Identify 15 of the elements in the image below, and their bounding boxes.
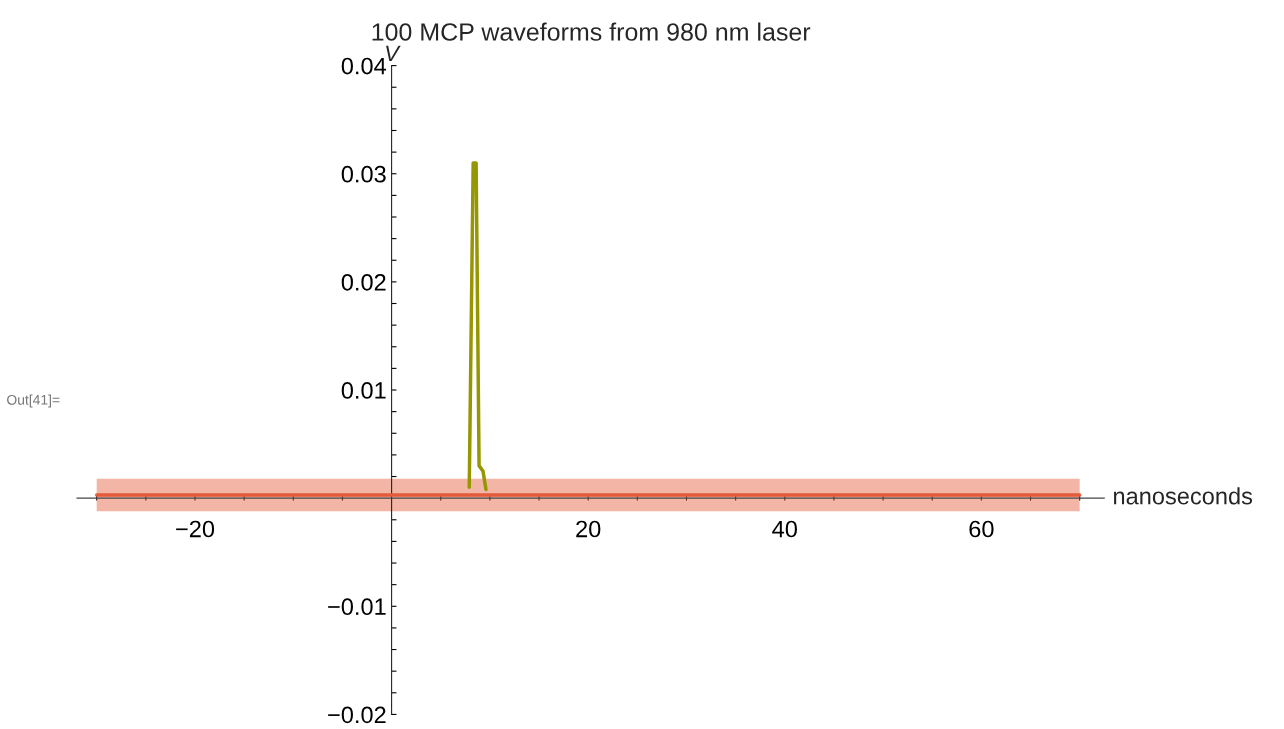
y-axis-title: V: [386, 45, 401, 61]
y-tick-label: 0.04: [341, 57, 387, 75]
x-tick-label: 40: [772, 520, 797, 538]
chart-title: 100 MCP waveforms from 980 nm laser: [372, 22, 811, 41]
y-tick-label: −0.01: [328, 598, 386, 616]
y-tick-label: −0.02: [328, 706, 386, 724]
x-tick-label: −20: [176, 520, 215, 538]
x-tick-label: 60: [969, 520, 994, 538]
y-tick-label: 0.03: [341, 165, 386, 183]
x-axis-title: nanoseconds: [1114, 487, 1253, 505]
y-tick-label: 0.02: [341, 273, 386, 291]
text: Out[41]=: [7, 394, 60, 408]
y-tick-label: 0.01: [341, 382, 386, 399]
line-series: [467, 161, 488, 492]
x-tick-label: 20: [576, 520, 601, 538]
